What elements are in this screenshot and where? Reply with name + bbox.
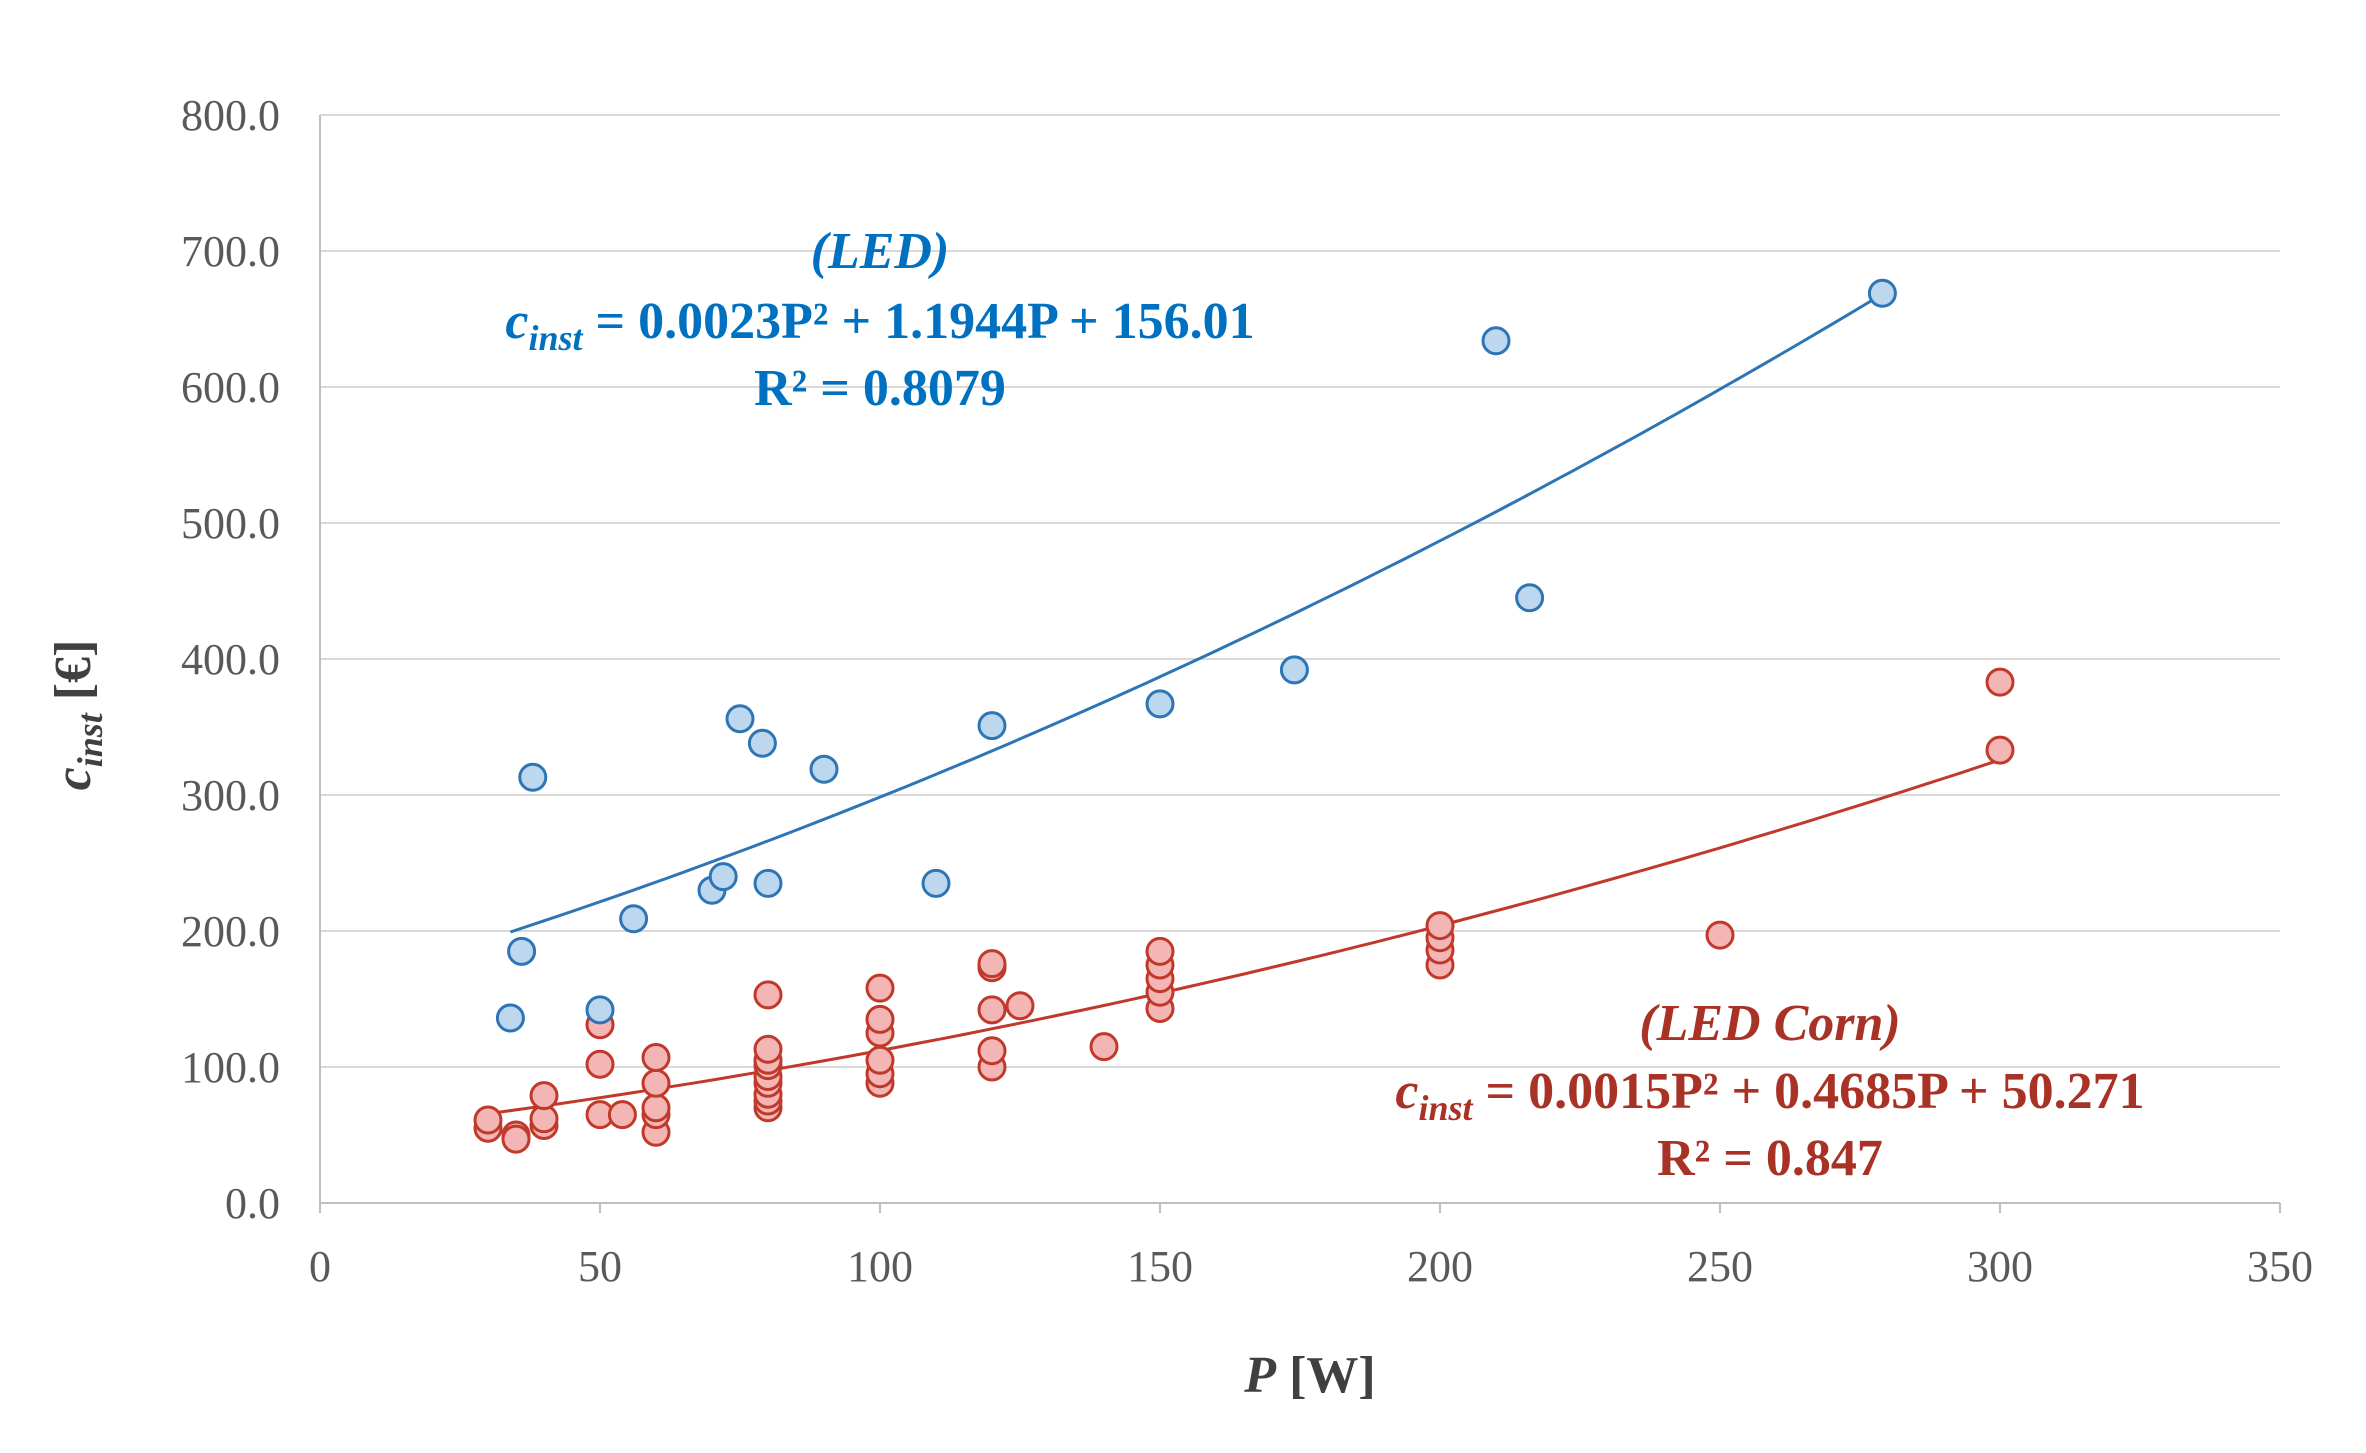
x-tick-labels: 0 50 100 150 200 250 300 350 (309, 1242, 2313, 1291)
y-tick-label: 400.0 (181, 635, 280, 684)
y-tick-label: 700.0 (181, 227, 280, 276)
y-tick-label: 800.0 (181, 91, 280, 140)
data-points (473, 278, 2015, 1154)
y-axis-unit: [€] (45, 640, 102, 701)
point-led (1481, 326, 1511, 356)
point-led-corn (1005, 991, 1035, 1021)
led-fit-r2: R² = 0.8079 (754, 360, 1006, 417)
point-led-corn (753, 1034, 783, 1064)
point-led-corn (607, 1100, 637, 1130)
point-led-corn (585, 1049, 615, 1079)
x-tick-label: 100 (847, 1242, 913, 1291)
led-fit-title: (LED) (811, 223, 950, 280)
x-tick-label: 50 (578, 1242, 622, 1291)
y-tick-label: 600.0 (181, 363, 280, 412)
axes (319, 115, 2281, 1213)
point-led-corn (1705, 920, 1735, 950)
point-led (1867, 278, 1897, 308)
point-led (747, 728, 777, 758)
point-led-corn (865, 1045, 895, 1075)
point-led (921, 868, 951, 898)
point-led-corn (977, 1036, 1007, 1066)
point-led (725, 704, 755, 734)
point-led (753, 868, 783, 898)
point-led (495, 1003, 525, 1033)
point-led-corn (641, 1043, 671, 1072)
point-led-corn (1425, 911, 1455, 941)
point-led (1279, 655, 1309, 685)
point-led-corn (977, 995, 1007, 1025)
y-tick-label: 100.0 (181, 1043, 280, 1092)
point-led-corn (641, 1068, 671, 1098)
point-led-corn (1985, 735, 2015, 765)
y-axis-var: c (45, 767, 102, 790)
point-led-corn (977, 949, 1007, 979)
point-led (708, 862, 738, 892)
point-led (619, 904, 649, 934)
point-led-corn (753, 980, 783, 1010)
x-axis-var: P (1243, 1347, 1277, 1404)
point-led-corn (865, 1004, 895, 1034)
x-tick-label: 200 (1407, 1242, 1473, 1291)
y-tick-label: 200.0 (181, 907, 280, 956)
x-axis-unit: [W] (1289, 1347, 1376, 1404)
point-led (1145, 689, 1175, 719)
point-led (977, 711, 1007, 741)
led-corn-fit-title: (LED Corn) (1639, 995, 1900, 1052)
point-led-corn (865, 973, 895, 1003)
point-led (585, 995, 615, 1025)
point-led-corn (1089, 1032, 1119, 1062)
x-tick-label: 350 (2247, 1242, 2313, 1291)
point-led (1515, 583, 1545, 613)
y-tick-label: 0.0 (225, 1179, 280, 1228)
trendline-led-corn (487, 758, 2001, 1116)
x-tick-label: 300 (1967, 1242, 2033, 1291)
point-led-corn (529, 1081, 559, 1111)
y-tick-label: 300.0 (181, 771, 280, 820)
point-led (518, 762, 548, 792)
led-corn-fit-r2: R² = 0.847 (1657, 1130, 1883, 1187)
point-led-corn (1145, 936, 1175, 966)
point-led (507, 936, 537, 966)
point-led-corn (1985, 667, 2015, 697)
y-axis-var-sub: inst (70, 712, 110, 767)
x-tick-label: 250 (1687, 1242, 1753, 1291)
y-tick-labels: 0.0 100.0 200.0 300.0 400.0 500.0 600.0 700.0 80… (181, 91, 280, 1228)
trendlines (487, 292, 2001, 1116)
point-led-corn (641, 1093, 671, 1123)
x-tick-label: 0 (309, 1242, 331, 1291)
led-corn-annotation: (LED Corn) cinst = 0.0015P² + 0.4685P + … (1395, 995, 2144, 1187)
led-annotation: (LED) cinst = 0.0023P² + 1.1944P + 156.0… (505, 223, 1254, 417)
led-fit-equation: cinst = 0.0023P² + 1.1944P + 156.01 (505, 293, 1254, 358)
led-corn-fit-equation: cinst = 0.0015P² + 0.4685P + 50.271 (1395, 1063, 2144, 1128)
grid-lines (320, 114, 2280, 1068)
trendline-led (509, 292, 1884, 934)
y-axis-title: cinst [€] (45, 640, 110, 791)
x-tick-label: 150 (1127, 1242, 1193, 1291)
point-led-corn (501, 1124, 531, 1154)
point-led-corn (473, 1105, 503, 1135)
y-tick-label: 500.0 (181, 499, 280, 548)
x-axis-title: P [W] (1243, 1347, 1375, 1404)
point-led (809, 754, 839, 784)
